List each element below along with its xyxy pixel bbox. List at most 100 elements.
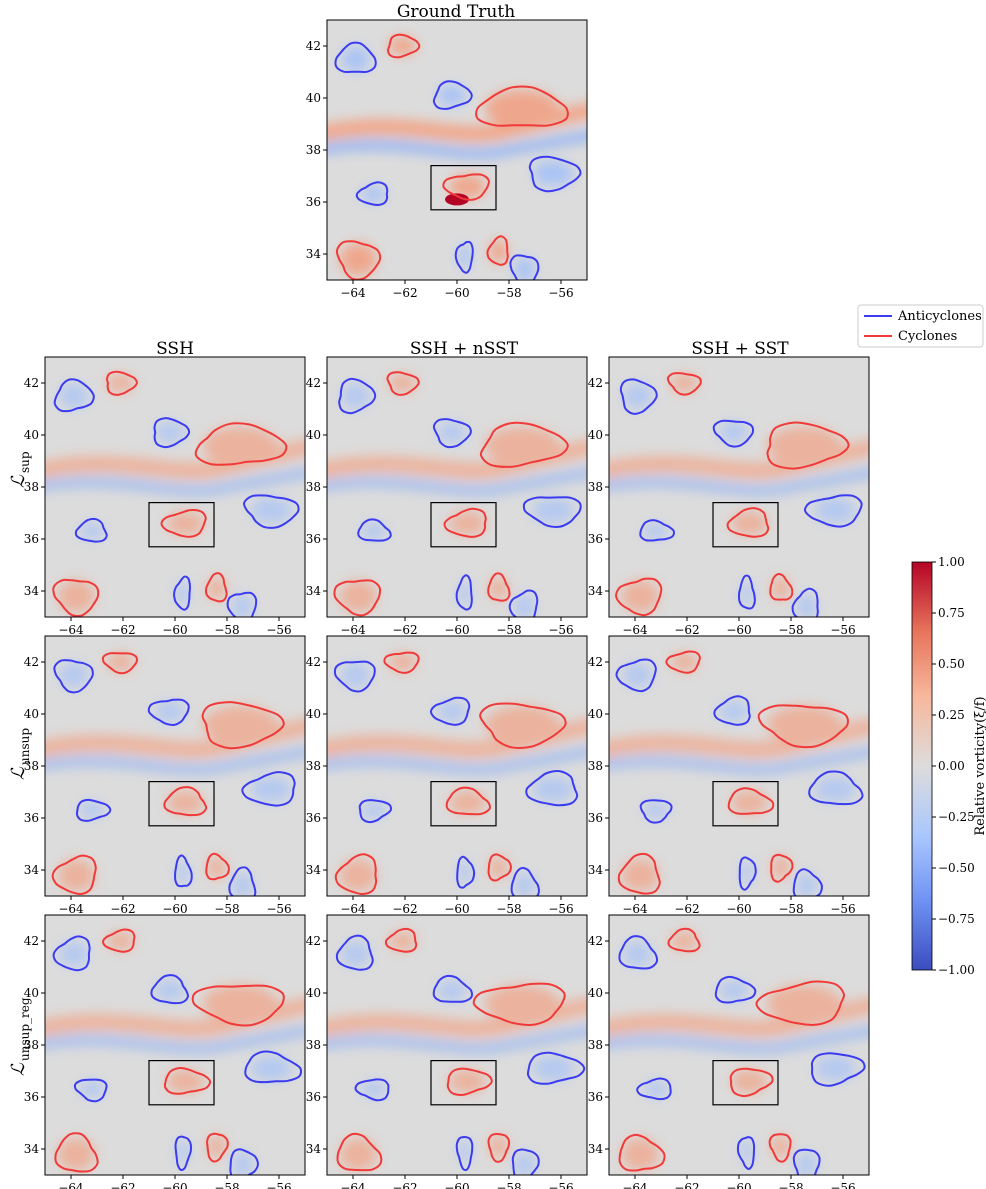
cyclone-contour <box>768 1133 792 1163</box>
highlight-box <box>430 1060 497 1106</box>
y-tick-label: 42 <box>24 655 39 669</box>
y-tick-label: 34 <box>588 863 604 877</box>
cyclone-contour <box>383 651 420 674</box>
cyclone-contour <box>667 927 701 953</box>
y-tick-label: 36 <box>24 1090 39 1104</box>
anticyclone-contour <box>432 974 474 1003</box>
anticyclone-contour <box>53 659 94 694</box>
anticyclone-contour <box>74 518 108 543</box>
anticyclone-contour <box>75 798 112 822</box>
y-tick-label: 34 <box>306 863 322 877</box>
x-tick-label: −64 <box>340 1181 366 1189</box>
colorbar-gradient <box>911 561 933 971</box>
x-tick-label: −64 <box>340 623 366 637</box>
colorbar-ticks: 1.00 0.75 0.50 0.25 0.00 −0.25 −0.50 −0.75 −1.00 <box>932 555 975 977</box>
x-tick-label: −58 <box>496 1181 521 1189</box>
row-label-subscript: unsup_reg <box>18 997 32 1061</box>
anticyclone-contour <box>714 975 757 1004</box>
y-tick-label: 40 <box>588 707 603 721</box>
x-tick-label: −64 <box>58 1181 84 1189</box>
y-tick-label: 40 <box>306 986 321 1000</box>
y-tick-label: 34 <box>24 863 40 877</box>
x-tick-label: −56 <box>548 623 573 637</box>
highlight-box <box>712 781 779 827</box>
cyclone-contour <box>770 853 794 883</box>
anticyclone-contour <box>619 378 658 415</box>
y-tick-label: 34 <box>306 247 322 261</box>
cyclone-contour <box>726 507 770 538</box>
y-tick-label: 36 <box>24 532 39 546</box>
cyclone-contour <box>618 1133 666 1172</box>
vorticity-field <box>327 652 587 896</box>
y-tick-label: 40 <box>24 707 39 721</box>
cyclone-contour <box>191 984 285 1027</box>
x-tick-label: −62 <box>674 1181 699 1189</box>
cyclone-contour <box>617 852 661 895</box>
anticyclone-contour <box>455 574 473 611</box>
cyclone-contour <box>442 173 490 201</box>
anticyclone-contour <box>803 494 863 528</box>
cyclone-contour <box>205 852 230 881</box>
panel-6: −64 −62 −60 −58 −56 34 36 38 40 42 <box>588 635 870 916</box>
x-tick-label: −60 <box>444 623 469 637</box>
x-tick-label: −56 <box>266 902 291 916</box>
cyclone-contour <box>201 701 285 750</box>
anticyclone-contour <box>511 1148 540 1175</box>
title-ground-truth: Ground Truth <box>397 2 515 22</box>
anticyclone-contour <box>639 519 676 542</box>
cyclone-contour <box>101 652 138 675</box>
highlight-box <box>430 502 497 548</box>
anticyclone-contour <box>432 418 472 449</box>
vorticity-field <box>609 373 869 617</box>
anticyclone-contour <box>736 1136 756 1170</box>
panel-9: −64 −62 −60 −58 −56 34 36 38 40 42 <box>588 914 870 1189</box>
y-tick-label: 38 <box>24 759 39 773</box>
cyclone-contour <box>163 786 208 817</box>
cyclone-contour <box>443 507 487 538</box>
cyclone-contour <box>615 577 663 617</box>
x-tick-label: −64 <box>58 623 84 637</box>
y-tick-label: 42 <box>306 39 321 53</box>
panel-2: −64 −62 −60 −58 −56 34 36 38 40 42 <box>306 356 588 637</box>
anticyclone-contour <box>432 80 473 110</box>
x-tick-label: −58 <box>496 902 521 916</box>
y-tick-label: 42 <box>588 934 603 948</box>
cyclone-contour <box>755 980 846 1026</box>
vorticity-field <box>45 373 305 617</box>
anticyclone-contour <box>338 377 377 415</box>
x-tick-label: −58 <box>214 623 239 637</box>
row-label-unsup-reg: ℒ unsup_reg <box>8 997 32 1076</box>
anticyclone-contour <box>615 658 657 693</box>
x-tick-label: −60 <box>162 623 187 637</box>
anticyclone-contour <box>150 974 189 1005</box>
row-label-subscript: unsup <box>18 728 32 765</box>
anticyclone-contour <box>639 799 673 824</box>
y-tick-label: 42 <box>588 376 603 390</box>
y-tick-label: 34 <box>588 1142 604 1156</box>
y-tick-label: 40 <box>24 986 39 1000</box>
y-tick-label: 38 <box>588 759 603 773</box>
colorbar-tick-label: 1.00 <box>938 555 965 569</box>
y-tick-label: 40 <box>588 428 603 442</box>
y-tick-label: 40 <box>588 986 603 1000</box>
cyclone-contour <box>160 508 207 538</box>
colorbar-label: Relative vorticity(ξ/f) <box>973 696 986 835</box>
x-tick-label: −58 <box>778 902 803 916</box>
panel-1: −64 −62 −60 −58 −56 34 36 38 40 42 <box>24 356 306 637</box>
vorticity-field <box>45 652 305 896</box>
anticyclone-contour <box>456 855 476 889</box>
anticyclone-contour <box>808 770 864 806</box>
cyclone-contour <box>163 1066 212 1095</box>
cyclone-contour <box>479 702 567 749</box>
anticyclone-contour <box>525 770 579 807</box>
colorbar-tick-label: 0.00 <box>938 759 965 773</box>
y-tick-label: 42 <box>306 934 321 948</box>
x-tick-label: −62 <box>392 902 417 916</box>
x-tick-label: −64 <box>622 902 648 916</box>
x-tick-label: −56 <box>548 286 573 300</box>
legend-label-anticyclones: Anticyclones <box>897 309 982 324</box>
y-tick-label: 34 <box>588 584 604 598</box>
x-tick-label: −56 <box>830 1181 855 1189</box>
cyclone-contour <box>54 1132 99 1173</box>
cyclone-contour <box>386 33 421 59</box>
